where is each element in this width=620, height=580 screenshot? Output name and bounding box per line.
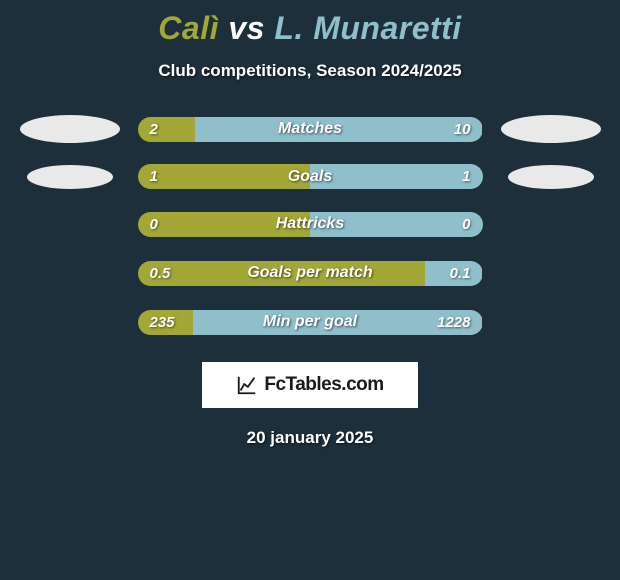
stat-right-value: 0 xyxy=(462,216,470,233)
stat-left-value: 0.5 xyxy=(150,265,171,282)
stat-bar-left: 0 xyxy=(138,212,311,237)
stat-right-value: 1 xyxy=(462,168,470,185)
stat-right-value: 1228 xyxy=(437,314,470,331)
stat-row: 210Matches xyxy=(0,115,620,143)
player1-name: Calì xyxy=(158,10,219,46)
ellipse-spacer xyxy=(501,210,601,238)
vs-word: vs xyxy=(228,10,265,46)
stat-bar: 2351228Min per goal xyxy=(138,310,483,335)
stat-bar-left: 1 xyxy=(138,164,311,189)
stat-left-value: 2 xyxy=(150,121,158,138)
ellipse-spacer xyxy=(20,210,120,238)
stat-right-value: 0.1 xyxy=(450,265,471,282)
comparison-title: Calì vs L. Munaretti xyxy=(0,0,620,47)
stat-left-value: 235 xyxy=(150,314,175,331)
stat-row: 00Hattricks xyxy=(0,210,620,238)
ellipse-spacer xyxy=(501,308,601,336)
player1-ellipse xyxy=(20,115,120,143)
player2-ellipse xyxy=(501,115,601,143)
stat-bar-right: 0 xyxy=(310,212,483,237)
fctables-logo: FcTables.com xyxy=(202,362,418,408)
stat-bar: 00Hattricks xyxy=(138,212,483,237)
logo-text: FcTables.com xyxy=(264,374,383,396)
player2-name: L. Munaretti xyxy=(274,10,461,46)
ellipse-spacer xyxy=(501,259,601,287)
stat-left-value: 0 xyxy=(150,216,158,233)
stat-bar-right: 1228 xyxy=(193,310,482,335)
stat-row: 11Goals xyxy=(0,164,620,189)
stat-bar-left: 235 xyxy=(138,310,194,335)
chart-icon xyxy=(236,374,260,397)
stat-left-value: 1 xyxy=(150,168,158,185)
player2-ellipse xyxy=(508,165,594,189)
ellipse-spacer xyxy=(20,308,120,336)
subtitle: Club competitions, Season 2024/2025 xyxy=(0,61,620,81)
date-label: 20 january 2025 xyxy=(0,428,620,448)
stat-bar-right: 1 xyxy=(310,164,483,189)
stat-bar-right: 0.1 xyxy=(425,261,483,286)
stat-bar-right: 10 xyxy=(195,117,482,142)
stat-row: 2351228Min per goal xyxy=(0,308,620,336)
stat-row: 0.50.1Goals per match xyxy=(0,259,620,287)
stat-bar: 0.50.1Goals per match xyxy=(138,261,483,286)
stat-bar-left: 2 xyxy=(138,117,196,142)
stat-bars-region: 210Matches11Goals00Hattricks0.50.1Goals … xyxy=(0,115,620,336)
stat-right-value: 10 xyxy=(454,121,471,138)
ellipse-spacer xyxy=(20,259,120,287)
stat-bar: 11Goals xyxy=(138,164,483,189)
stat-bar: 210Matches xyxy=(138,117,483,142)
player1-ellipse xyxy=(27,165,113,189)
stat-bar-left: 0.5 xyxy=(138,261,425,286)
